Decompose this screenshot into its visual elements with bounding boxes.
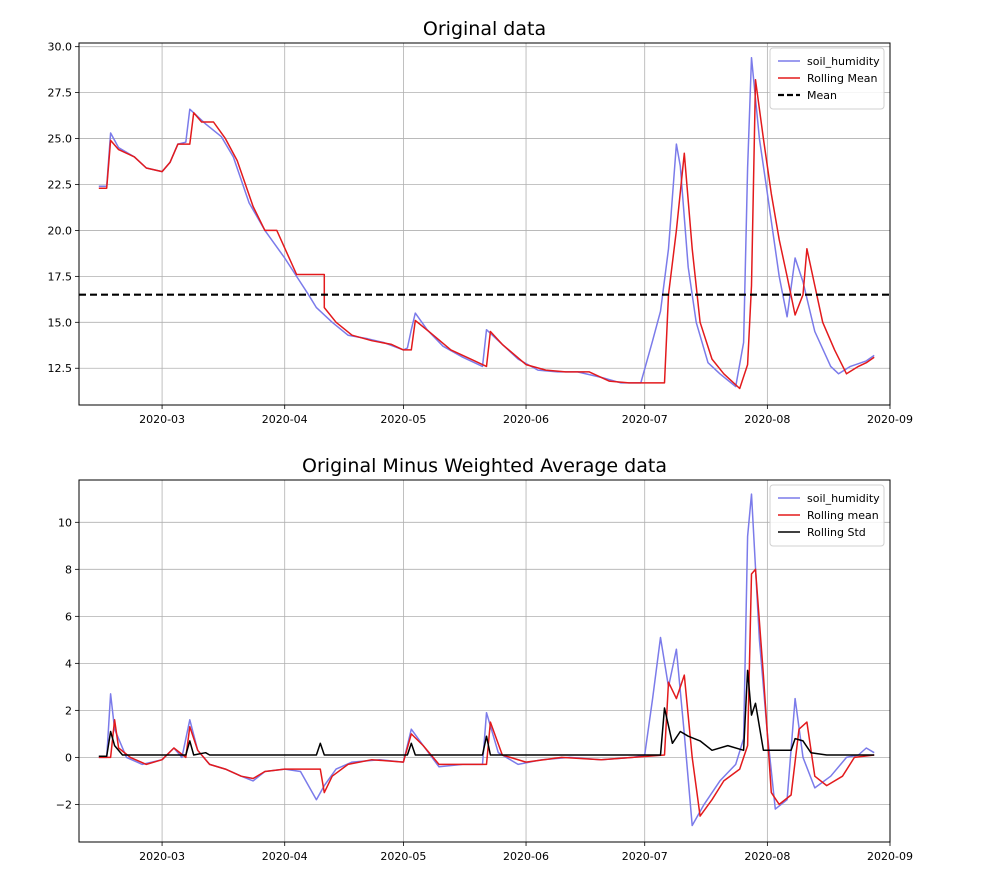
x-tick-label: 2020-03	[139, 850, 185, 863]
x-tick-label: 2020-07	[622, 850, 668, 863]
y-tick-label: 4	[65, 657, 72, 670]
y-tick-label: 12.5	[48, 362, 73, 375]
y-tick-label: 10	[58, 516, 72, 529]
y-tick-label: 27.5	[48, 87, 73, 100]
y-tick-label: 8	[65, 563, 72, 576]
x-tick-label: 2020-04	[262, 850, 308, 863]
x-tick-label: 2020-08	[744, 413, 790, 426]
legend-label: Rolling Mean	[807, 72, 877, 85]
series-group	[79, 56, 890, 390]
y-tick-label: 17.5	[48, 270, 73, 283]
legend: soil_humidity Rolling mean Rolling Std	[769, 484, 885, 547]
x-tick-label: 2020-05	[380, 850, 426, 863]
series-line-soil-humidity	[98, 493, 875, 827]
y-tick-label: 20.0	[48, 224, 73, 237]
chart-panel-2: Original Minus Weighted Average data2020…	[56, 455, 913, 863]
series-group	[98, 493, 875, 827]
chart-panel-1: Original data 2020-03 2020-04 2020-05 2020-0…	[48, 18, 913, 426]
y-tick-label: 6	[65, 610, 72, 623]
legend-label: soil_humidity	[807, 55, 880, 68]
x-tick-label: 2020-09	[867, 413, 913, 426]
legend-box	[769, 484, 885, 547]
y-tick-label: 2	[65, 704, 72, 717]
x-tick-label: 2020-06	[503, 850, 549, 863]
x-tick-label: 2020-07	[622, 413, 668, 426]
axes-frame	[78, 42, 891, 406]
x-tick-label: 2020-06	[503, 413, 549, 426]
legend-label: soil_humidity	[807, 492, 880, 505]
x-tick-label: 2020-04	[262, 413, 308, 426]
y-tick-label: 30.0	[48, 41, 73, 54]
legend-label: Rolling mean	[807, 509, 879, 522]
legend-label: Rolling Std	[807, 526, 866, 539]
axes-frame	[78, 479, 891, 843]
y-tick-label: −2	[56, 798, 72, 811]
x-tick-label: 2020-08	[744, 850, 790, 863]
series-line-soil-humidity	[98, 56, 875, 388]
legend-box	[769, 47, 885, 110]
series-line-rolling-mean	[98, 79, 875, 390]
chart-title: Original Minus Weighted Average data	[302, 455, 667, 477]
x-tick-label: 2020-05	[380, 413, 426, 426]
y-tick-label: 0	[65, 751, 72, 764]
x-tick-label: 2020-09	[867, 850, 913, 863]
legend-label: Mean	[807, 89, 837, 102]
chart-title: Original data	[423, 18, 546, 40]
y-tick-label: 22.5	[48, 178, 73, 191]
series-line-rolling-mean	[98, 568, 875, 817]
y-tick-label: 25.0	[48, 133, 73, 146]
x-tick-label: 2020-03	[139, 413, 185, 426]
y-tick-label: 15.0	[48, 316, 73, 329]
grid-lines	[79, 480, 891, 842]
legend: soil_humidity Rolling Mean Mean	[769, 47, 885, 110]
series-line-rolling-std	[98, 669, 875, 757]
